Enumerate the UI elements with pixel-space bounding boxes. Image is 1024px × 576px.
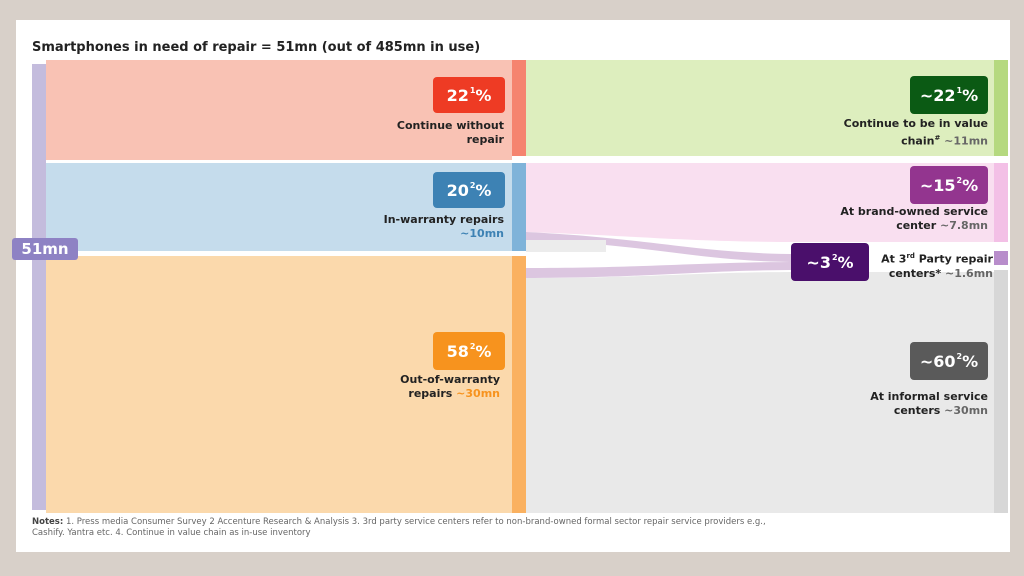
badge-value-chain: ~22 1% bbox=[910, 76, 988, 114]
badge-third-party: ~3 2% bbox=[791, 243, 869, 281]
badge-brand-owned-pct: ~15 bbox=[919, 175, 956, 195]
badge-out-of-warranty-pct: 58 bbox=[446, 341, 469, 361]
label-value-chain-line2: chain bbox=[901, 134, 935, 148]
label-continue-without-line2: repair bbox=[466, 133, 504, 146]
badge-third-party-sup: 2 bbox=[831, 252, 838, 262]
flow-brand-owned bbox=[526, 163, 994, 242]
total-badge: 51mn bbox=[12, 238, 78, 260]
flow-in-warranty-third-party bbox=[526, 232, 800, 262]
badge-brand-owned: ~15 2% bbox=[910, 166, 988, 204]
badge-out-of-warranty-unit: % bbox=[475, 341, 492, 361]
label-informal-line2-wrap: centers ~30mn bbox=[870, 404, 988, 418]
flow-out-of-warranty bbox=[46, 256, 512, 513]
label-third-party-line2-wrap: centers* ~1.6mn bbox=[881, 267, 993, 281]
source-bar-continue-without bbox=[512, 60, 526, 156]
label-third-party-line1-rest: Party repair bbox=[914, 252, 993, 266]
badge-informal-unit: % bbox=[962, 351, 979, 371]
badge-out-of-warranty-sup: 2 bbox=[469, 341, 476, 351]
badge-value-chain-unit: % bbox=[962, 85, 979, 105]
badge-in-warranty: 20 2% bbox=[433, 172, 505, 208]
label-third-party: At 3rd Party repair centers* ~1.6mn bbox=[881, 249, 993, 281]
label-continue-without-line1: Continue without bbox=[396, 119, 504, 132]
label-out-of-warranty-line2-wrap: repairs ~30mn bbox=[400, 387, 500, 401]
badge-informal-sup: 2 bbox=[956, 351, 963, 361]
badge-brand-owned-sup: 2 bbox=[956, 175, 963, 185]
notes-text: 1. Press media Consumer Survey 2 Accentu… bbox=[32, 517, 766, 538]
label-value-chain-value: ~11mn bbox=[944, 134, 988, 148]
label-value-chain-line1: Continue to be in value bbox=[843, 117, 988, 130]
target-bar-brand-owned bbox=[994, 163, 1008, 242]
notes: Notes: 1. Press media Consumer Survey 2 … bbox=[32, 517, 772, 539]
label-in-warranty-value: ~10mn bbox=[460, 227, 504, 240]
badge-brand-owned-unit: % bbox=[962, 175, 979, 195]
badge-value-chain-pct: ~22 bbox=[919, 85, 956, 105]
target-bar-informal bbox=[994, 270, 1008, 513]
badge-informal-pct: ~60 bbox=[919, 351, 956, 371]
label-informal-line1: At informal service bbox=[870, 390, 988, 403]
badge-informal: ~60 2% bbox=[910, 342, 988, 380]
badge-continue-without-unit: % bbox=[475, 85, 492, 105]
notes-label: Notes: bbox=[32, 517, 64, 527]
label-out-of-warranty-value: ~30mn bbox=[456, 387, 500, 400]
label-brand-owned: At brand-owned service center ~7.8mn bbox=[840, 205, 988, 233]
source-bar-out-of-warranty bbox=[512, 256, 526, 513]
badge-continue-without-sup: 1 bbox=[469, 85, 476, 95]
label-in-warranty: In-warranty repairs ~10mn bbox=[384, 213, 504, 241]
label-brand-owned-line2: center bbox=[896, 219, 937, 232]
label-out-of-warranty-line2: repairs bbox=[408, 387, 453, 400]
badge-value-chain-sup: 1 bbox=[956, 85, 963, 95]
badge-in-warranty-pct: 20 bbox=[446, 180, 469, 200]
badge-continue-without-pct: 22 bbox=[446, 85, 469, 105]
label-continue-without: Continue without repair bbox=[397, 119, 504, 147]
label-in-warranty-line1: In-warranty repairs bbox=[383, 213, 504, 226]
label-third-party-line1-sup: rd bbox=[906, 252, 915, 260]
source-bar-in-warranty bbox=[512, 163, 526, 251]
badge-in-warranty-unit: % bbox=[475, 180, 492, 200]
target-bar-value-chain bbox=[994, 60, 1008, 156]
chart-title: Smartphones in need of repair = 51mn (ou… bbox=[32, 40, 481, 55]
flow-informal bbox=[526, 272, 994, 513]
label-third-party-line1: At 3 bbox=[881, 252, 907, 266]
label-third-party-value: ~1.6mn bbox=[945, 266, 993, 280]
total-bar bbox=[32, 64, 46, 510]
flow-in-warranty-gray bbox=[526, 240, 606, 252]
label-informal-line2: centers bbox=[893, 404, 941, 417]
label-out-of-warranty: Out-of-warranty repairs ~30mn bbox=[400, 373, 500, 401]
label-informal: At informal service centers ~30mn bbox=[870, 390, 988, 418]
label-out-of-warranty-line1: Out-of-warranty bbox=[400, 373, 500, 386]
label-brand-owned-line1: At brand-owned service bbox=[840, 205, 988, 218]
label-informal-value: ~30mn bbox=[944, 404, 988, 417]
label-value-chain: Continue to be in value chain# ~11mn bbox=[844, 117, 988, 149]
flow-out-of-warranty-third-party bbox=[526, 262, 800, 278]
badge-in-warranty-sup: 2 bbox=[469, 180, 476, 190]
badge-out-of-warranty: 58 2% bbox=[433, 332, 505, 370]
badge-continue-without: 22 1% bbox=[433, 77, 505, 113]
label-brand-owned-value: ~7.8mn bbox=[940, 219, 988, 232]
label-brand-owned-line2-wrap: center ~7.8mn bbox=[840, 219, 988, 233]
label-value-chain-line2-wrap: chain# ~11mn bbox=[844, 131, 988, 149]
target-bar-third-party bbox=[994, 251, 1008, 265]
label-value-chain-line2-sup: # bbox=[934, 134, 941, 142]
label-third-party-line2: centers* bbox=[888, 266, 942, 280]
badge-third-party-pct: ~3 bbox=[806, 252, 831, 272]
label-third-party-line1-wrap: At 3rd Party repair bbox=[881, 249, 993, 267]
badge-third-party-unit: % bbox=[837, 252, 854, 272]
